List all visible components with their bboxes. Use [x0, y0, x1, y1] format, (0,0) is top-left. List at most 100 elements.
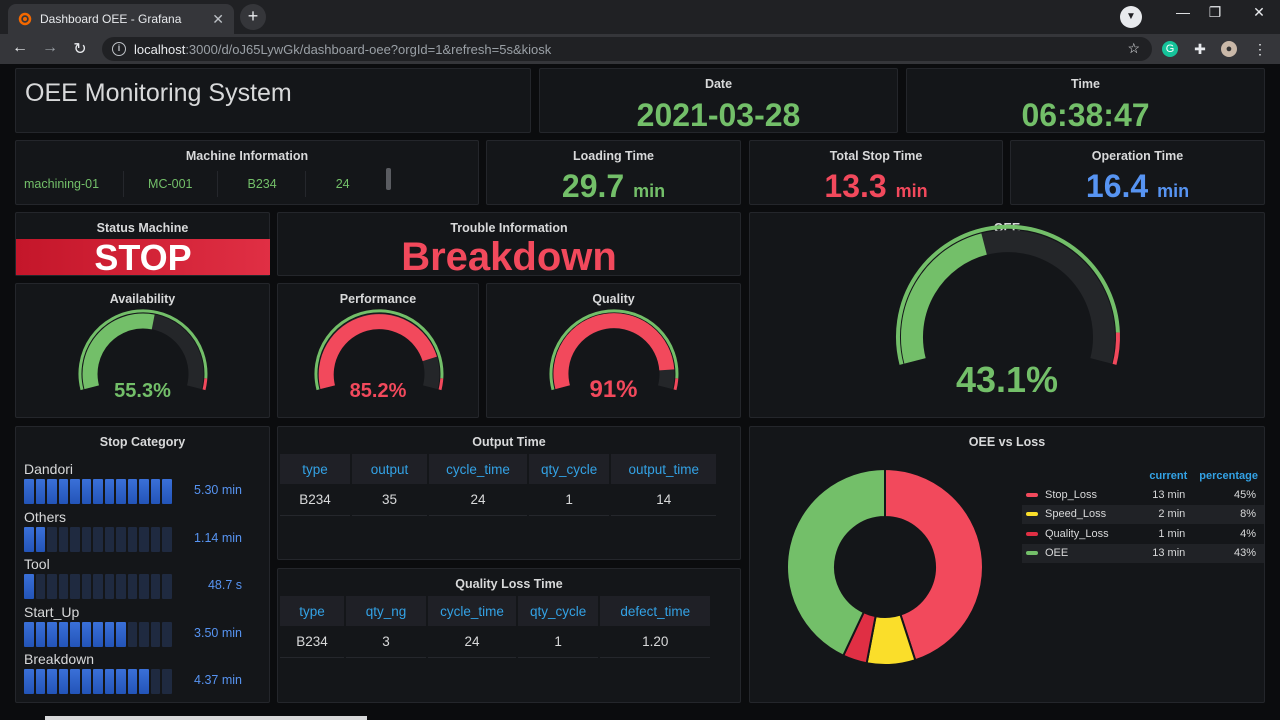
forward-icon[interactable]: → [42, 39, 58, 56]
availability-title: Availability [109, 292, 176, 306]
table-cell: 24 [428, 626, 516, 658]
legend-col-percentage[interactable]: percentage [1199, 470, 1258, 482]
bar-segment [24, 669, 34, 694]
legend-swatch [1026, 492, 1038, 497]
bar-segment [104, 669, 114, 694]
bar-segment [81, 479, 91, 504]
grammarly-extension-icon[interactable]: G [1162, 41, 1178, 57]
bar-segment [24, 574, 34, 599]
output-col-output[interactable]: output [352, 454, 427, 484]
bar-segment [70, 526, 80, 552]
output-time-table: type output cycle_time qty_cycle output_… [278, 454, 718, 516]
bar-segment [93, 621, 103, 647]
legend-swatch [1026, 551, 1038, 556]
stop-category-bar [24, 669, 180, 694]
legend-series-name[interactable]: OEE [1022, 543, 1138, 563]
close-window-icon[interactable]: ✕ [1253, 4, 1265, 20]
machine-name: machining-01 [24, 171, 125, 197]
oee-gauge-threshold-green [896, 224, 1120, 365]
close-tab-icon[interactable]: ✕ [212, 10, 224, 27]
output-col-cycle-time[interactable]: cycle_time [429, 454, 527, 484]
legend-row[interactable]: Quality_Loss 1 min 4% [1022, 524, 1264, 544]
loading-time-label: Loading Time [572, 149, 655, 163]
total-stop-time-label: Total Stop Time [829, 149, 923, 163]
output-col-type[interactable]: type [280, 454, 350, 484]
table-cell: 3 [346, 626, 426, 658]
quality-gauge-value: 91% [589, 376, 638, 403]
browser-tab[interactable]: Dashboard OEE - Grafana ✕ [8, 4, 234, 34]
tab-title: Dashboard OEE - Grafana [40, 12, 182, 26]
stop-category-value: 4.37 min [194, 673, 242, 687]
bar-segment [35, 621, 45, 647]
bar-segment [162, 479, 172, 504]
bar-segment [93, 669, 103, 694]
ql-col-cycle-time[interactable]: cycle_time [428, 596, 516, 626]
date-value: 2021-03-28 [636, 97, 801, 133]
reload-icon[interactable]: ↻ [73, 41, 87, 58]
back-icon[interactable]: ← [12, 39, 28, 56]
ql-col-qty-ng[interactable]: qty_ng [346, 596, 426, 626]
donut-slice-oee[interactable] [786, 467, 886, 658]
stop-category-name: Breakdown [24, 651, 95, 667]
table-cell: 1.20 [600, 626, 711, 658]
stop-category-item: Breakdown 4.37 min [24, 651, 264, 694]
total-stop-time-panel: Total Stop Time 13.3 min [749, 140, 1003, 205]
status-machine-value: STOP [16, 239, 270, 277]
output-col-qty-cycle[interactable]: qty_cycle [529, 454, 610, 484]
bar-segment [70, 669, 80, 694]
oee-panel: OEE 43.1% [749, 212, 1265, 418]
bar-segment [104, 574, 114, 599]
bookmark-star-icon[interactable]: ☆ [1127, 40, 1140, 56]
profile-avatar[interactable]: ● [1221, 41, 1237, 57]
bar-segment [58, 526, 68, 552]
page-scrollbar[interactable] [45, 716, 367, 720]
donut-slice-stop-loss[interactable] [884, 467, 984, 662]
ql-col-qty-cycle[interactable]: qty_cycle [518, 596, 599, 626]
trouble-information-panel: Trouble Information Breakdown [277, 212, 741, 279]
machine-cycle: 24 [335, 177, 350, 191]
legend-row[interactable]: OEE 13 min 43% [1022, 543, 1264, 563]
bar-segment [150, 479, 160, 504]
table-cell: 14 [611, 484, 717, 516]
url-path: :3000/d/oJ65LywGk/dashboard-oee?orgId=1&… [185, 41, 552, 57]
performance-gauge [314, 309, 444, 391]
legend-row[interactable]: Speed_Loss 2 min 8% [1022, 504, 1264, 524]
oee-gauge-value: 43.1% [955, 359, 1059, 400]
bar-segment [47, 479, 57, 504]
output-col-output-time[interactable]: output_time [611, 454, 717, 484]
legend-col-current[interactable]: current [1149, 470, 1188, 482]
legend-series-name[interactable]: Stop_Loss [1022, 485, 1137, 505]
bar-segment [150, 621, 160, 647]
browser-menu-icon[interactable]: ⋮ [1253, 41, 1267, 57]
oee-gauge [896, 224, 1120, 365]
quality-gauge-threshold-red [673, 378, 679, 391]
stop-category-name: Tool [24, 556, 50, 572]
bar-segment [139, 669, 149, 694]
legend-series-name[interactable]: Speed_Loss [1022, 504, 1138, 524]
new-tab-button[interactable]: + [240, 4, 266, 30]
bar-segment [47, 574, 57, 599]
minimize-icon[interactable]: — [1176, 4, 1190, 20]
bar-segment [35, 669, 45, 694]
ql-col-defect-time[interactable]: defect_time [600, 596, 711, 626]
legend-current: 13 min [1152, 488, 1186, 501]
quality-loss-time-panel: Quality Loss Time type qty_ng cycle_time… [277, 568, 741, 703]
machine-information-title: Machine Information [185, 149, 309, 163]
ql-col-type[interactable]: type [280, 596, 344, 626]
table-row: B234 3 24 1 1.20 [280, 626, 711, 658]
extensions-puzzle-icon[interactable]: ✚ [1194, 41, 1206, 57]
quality-loss-table: type qty_ng cycle_time qty_cycle defect_… [278, 596, 712, 658]
horizontal-scrollbar[interactable] [386, 168, 391, 190]
bar-segment [116, 621, 126, 647]
stop-category-name: Start_Up [24, 603, 80, 620]
url-field[interactable]: i localhost:3000/d/oJ65LywGk/dashboard-o… [102, 37, 1152, 61]
machine-information-row: machining-01 MC-001 B234 24 [24, 171, 410, 197]
tab-search-icon[interactable]: ▼ [1120, 6, 1142, 28]
legend-series-name[interactable]: Quality_Loss [1022, 524, 1137, 544]
bar-segment [162, 621, 172, 647]
site-info-icon[interactable]: i [112, 42, 126, 56]
stop-category-value: 1.14 min [194, 530, 242, 545]
restore-icon[interactable]: ❐ [1208, 4, 1222, 20]
title-panel: OEE Monitoring System [15, 68, 531, 133]
legend-row[interactable]: Stop_Loss 13 min 45% [1022, 485, 1264, 505]
